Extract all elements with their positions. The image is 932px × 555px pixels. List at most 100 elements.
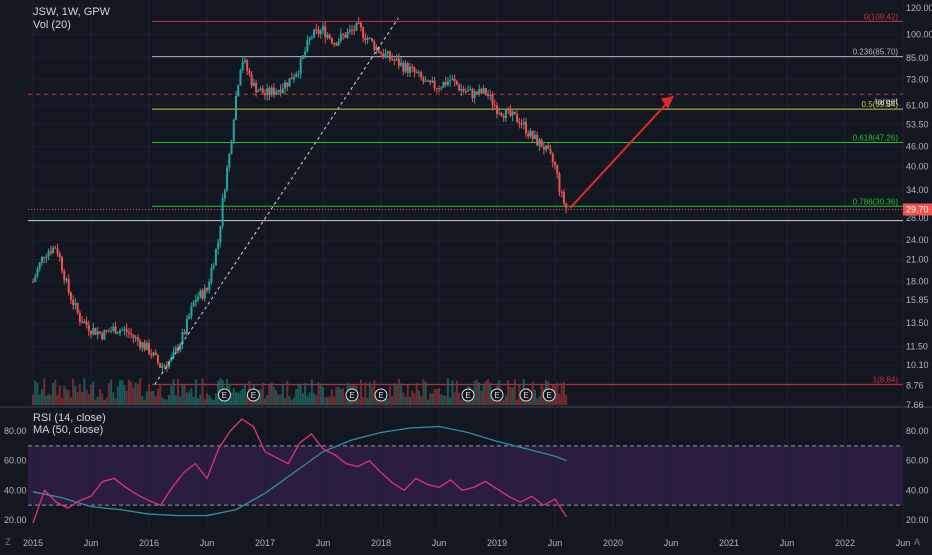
volume-bar [491, 399, 494, 405]
volume-bar [565, 394, 568, 405]
volume-bar [246, 394, 249, 405]
candle-body [181, 332, 184, 345]
volume-bar [36, 382, 39, 405]
candle-body [134, 337, 137, 339]
volume-bar [172, 379, 175, 405]
candle-body [322, 26, 324, 31]
candle-body [121, 329, 124, 331]
rsi-y-tick-right: 20.00 [906, 515, 929, 525]
earnings-marker [490, 388, 504, 402]
candle-body [487, 94, 490, 96]
candle-body [435, 88, 438, 90]
earnings-marker [217, 388, 231, 402]
candle-body [52, 247, 55, 254]
candle-body [525, 121, 527, 134]
candle-body [518, 122, 521, 125]
earnings-label: E [251, 391, 256, 400]
fib-level-label: 0(109.42) [864, 12, 899, 21]
volume-bar [148, 383, 150, 405]
volume-bar [239, 390, 242, 405]
candles [32, 17, 568, 374]
volume-bar [230, 392, 233, 405]
candle-body [288, 78, 291, 87]
rsi-band-fill [28, 445, 903, 506]
volume-bar [94, 399, 97, 405]
volume-bar [415, 382, 418, 405]
volume-bar [264, 398, 266, 405]
candle-body [36, 268, 39, 277]
candle-body [426, 80, 429, 82]
candle-body [212, 265, 215, 268]
volume-bar [319, 383, 322, 405]
volume-bar [261, 382, 264, 405]
candle-body [179, 344, 182, 351]
candle-body [339, 33, 342, 42]
ma-label: MA (50, close) [33, 424, 104, 436]
candle-body [317, 29, 320, 35]
earnings-marker [461, 388, 475, 402]
volume-bar [502, 399, 505, 405]
candle-body [413, 67, 416, 73]
rsi-y-tick-left: 20.00 [4, 515, 27, 525]
volume-bar [161, 397, 164, 405]
candle-body [230, 141, 233, 154]
candle-body [480, 89, 483, 94]
volume-bar [315, 395, 318, 405]
volume-bar [56, 394, 59, 405]
candle-body [174, 347, 177, 352]
volume-bar [179, 396, 182, 405]
candle-body [194, 299, 197, 303]
rsi-y-tick-right: 80.00 [906, 426, 929, 436]
candle-body [542, 147, 545, 150]
candle-body [272, 87, 275, 95]
candle-body [217, 242, 220, 249]
fib-level-label: 1(8.84) [873, 375, 899, 384]
volume-bar [397, 378, 400, 405]
candle-body [161, 365, 164, 368]
candle-body [281, 88, 284, 93]
volume-bar [420, 396, 423, 405]
candle-body [342, 33, 345, 35]
volume-bar [123, 385, 126, 405]
last-price-tag [903, 203, 932, 216]
candle-body [286, 82, 289, 87]
candle-body [143, 342, 146, 350]
volume-bar [400, 383, 403, 405]
candle-body [498, 113, 501, 115]
volume-bar [442, 395, 445, 405]
earnings-label: E [523, 391, 528, 400]
x-tick-label: 2022 [835, 538, 855, 548]
candle-body [324, 26, 327, 38]
volume-bar [297, 384, 300, 405]
volume-bar [388, 385, 391, 405]
volume-bar [168, 394, 171, 405]
candle-body [266, 88, 269, 96]
volume-bar [43, 378, 46, 405]
volume-bar [440, 394, 443, 405]
candle-body [92, 327, 95, 335]
volume-bar [69, 397, 72, 405]
earnings-label: E [465, 391, 470, 400]
volume-bar [116, 386, 119, 405]
candle-body [43, 256, 46, 258]
candle-body [277, 90, 280, 92]
candle-body [192, 302, 195, 307]
volume-bar [212, 399, 215, 405]
volume-bar [76, 392, 79, 405]
candle-body [560, 191, 563, 193]
auto-scale-button[interactable]: A [914, 537, 921, 547]
volume-bar [143, 399, 146, 405]
volume-bar [210, 397, 213, 405]
y-tick-label: 28.00 [906, 213, 929, 223]
rsi-y-tick-left: 60.00 [4, 456, 27, 466]
candle-body [359, 22, 362, 28]
candle-body [47, 251, 50, 257]
volume-bar [533, 389, 536, 405]
volume-bar [279, 394, 282, 405]
candle-body [531, 130, 534, 139]
volume-bar [49, 394, 52, 405]
volume-bar [301, 392, 304, 405]
timezone-button[interactable]: Z [5, 537, 11, 547]
